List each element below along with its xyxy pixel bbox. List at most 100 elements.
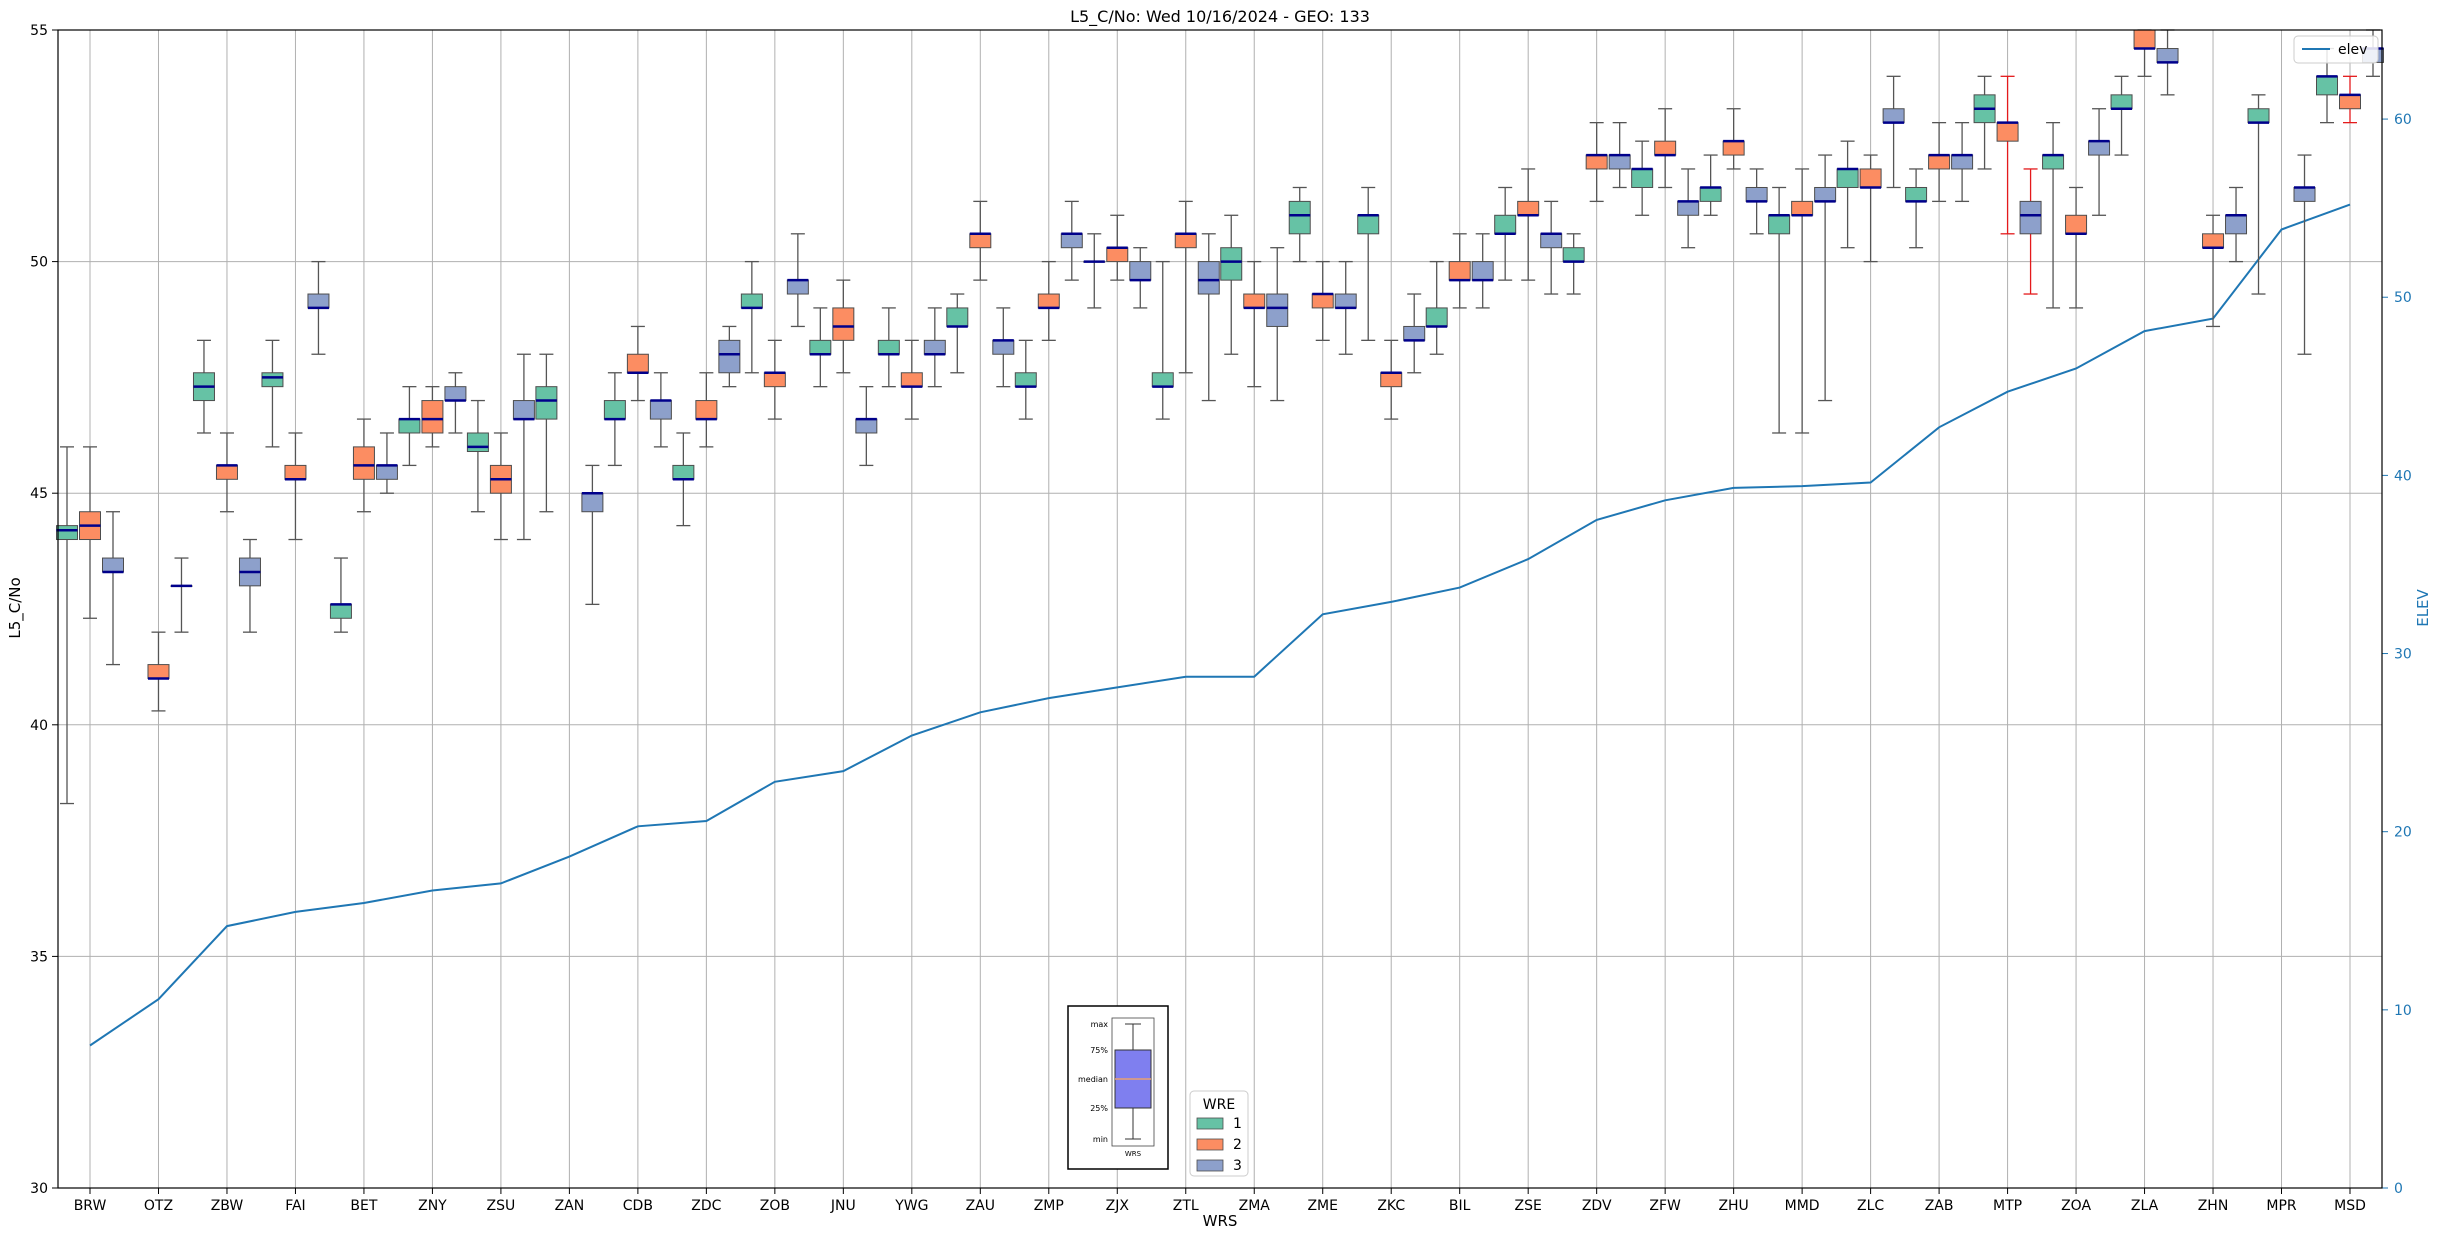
y-tick-label: 45 <box>30 486 48 502</box>
box-iqr <box>900 372 923 388</box>
box-wre1 <box>1494 186 1517 281</box>
box-wre1 <box>2042 121 2065 309</box>
box-iqr <box>375 464 398 480</box>
box-iqr <box>512 400 535 420</box>
x-tick-label: ZSE <box>1515 1198 1542 1214</box>
box-iqr <box>672 464 695 480</box>
box-wre2 <box>421 386 444 448</box>
chart-title: L5_C/No: Wed 10/16/2024 - GEO: 133 <box>1070 7 1370 27</box>
box-wre3 <box>2293 154 2316 355</box>
box-wre3 <box>1197 233 1220 402</box>
x-tick-label: YWG <box>894 1198 928 1214</box>
box-iqr <box>2156 48 2179 63</box>
box-wre3 <box>102 511 124 666</box>
legend-elev: elev <box>2293 35 2379 64</box>
box-iqr <box>284 464 307 480</box>
legend-frame <box>1189 1090 1249 1177</box>
x-tick-label: FAI <box>285 1198 305 1214</box>
box-wre1 <box>946 293 969 374</box>
box-iqr <box>1745 186 1768 202</box>
box-iqr <box>946 307 969 327</box>
box-wre1 <box>603 372 626 467</box>
box-wre2 <box>763 339 786 420</box>
box-iqr <box>1174 233 1197 249</box>
box-iqr <box>1905 186 1928 202</box>
box-wre2 <box>284 432 307 541</box>
box-iqr <box>1357 214 1380 235</box>
box-wre3 <box>1882 75 1905 189</box>
x-tick-label: OTZ <box>144 1198 173 1214</box>
box-iqr <box>1106 247 1129 263</box>
box-wre2 <box>1722 108 1745 170</box>
inset-label: max <box>1091 1020 1109 1029</box>
box-iqr <box>809 339 832 355</box>
box-wre2 <box>1037 260 1060 341</box>
box-wre1 <box>1288 186 1311 263</box>
box-iqr <box>1562 247 1585 263</box>
x-tick-label: ZAN <box>555 1198 585 1214</box>
box-iqr <box>2065 214 2088 235</box>
box-wre3 <box>1608 121 1631 189</box>
x-tick-label: ZAU <box>966 1198 995 1214</box>
x-tick-label: BRW <box>74 1198 107 1214</box>
box-wre2 <box>215 432 238 513</box>
box-iqr <box>1448 261 1471 281</box>
box-layer <box>56 29 2384 805</box>
box-wre2 <box>900 339 923 420</box>
box-iqr <box>1768 214 1791 235</box>
box-wre3 <box>1814 154 1837 402</box>
box-wre3 <box>1540 200 1563 295</box>
box-iqr <box>763 372 786 388</box>
box-iqr <box>2247 108 2270 124</box>
box-iqr <box>923 339 946 355</box>
x-tick-label: ZSU <box>487 1198 516 1214</box>
box-wre1 <box>809 307 832 388</box>
box-wre1 <box>329 557 352 633</box>
box-iqr <box>2110 94 2133 110</box>
x-tick-label: ZNY <box>418 1198 447 1214</box>
box-wre2 <box>352 418 375 513</box>
box-iqr <box>147 664 170 679</box>
box-wre3 <box>444 372 467 434</box>
x-tick-label: MSD <box>2334 1198 2366 1214</box>
box-wre1 <box>1562 233 1585 295</box>
box-iqr <box>1197 261 1220 295</box>
box-iqr <box>1151 372 1174 388</box>
inset-label: min <box>1093 1135 1108 1144</box>
legend-swatch-wre1 <box>1196 1117 1224 1130</box>
box-iqr <box>1996 122 2019 142</box>
box-wre1 <box>740 260 763 374</box>
box-iqr <box>1129 261 1152 281</box>
box-wre3 <box>786 233 809 328</box>
box-wre2 <box>695 372 718 448</box>
box-wre1 <box>1151 260 1174 420</box>
box-wre1 <box>877 307 900 388</box>
box-wre1 <box>535 353 558 513</box>
box-wre3 <box>992 307 1015 388</box>
box-iqr <box>626 353 649 374</box>
box-wre2 <box>1517 168 1540 281</box>
x-axis-label: WRS <box>1203 1212 1238 1230</box>
box-iqr <box>603 400 626 420</box>
inset-label: median <box>1078 1075 1108 1084</box>
legend-label-wre1: 1 <box>1233 1116 1242 1132</box>
elev-line <box>89 203 2351 1047</box>
box-iqr <box>1722 140 1745 156</box>
box-iqr <box>832 307 855 341</box>
box-wre1 <box>1083 233 1106 309</box>
plot-frame <box>57 29 2383 1189</box>
box-iqr <box>740 293 763 309</box>
box-iqr <box>329 603 352 619</box>
box-iqr <box>1631 168 1654 188</box>
box-iqr <box>969 233 992 249</box>
box-iqr <box>855 418 878 434</box>
box-wre3 <box>2019 168 2042 295</box>
x-tick-label: ZBW <box>211 1198 244 1214</box>
box-wre2 <box>2065 186 2088 309</box>
box-iqr <box>307 293 330 309</box>
box-iqr <box>1540 233 1563 249</box>
box-wre1 <box>2110 75 2133 156</box>
box-wre3 <box>1403 293 1426 374</box>
box-iqr <box>466 432 489 453</box>
